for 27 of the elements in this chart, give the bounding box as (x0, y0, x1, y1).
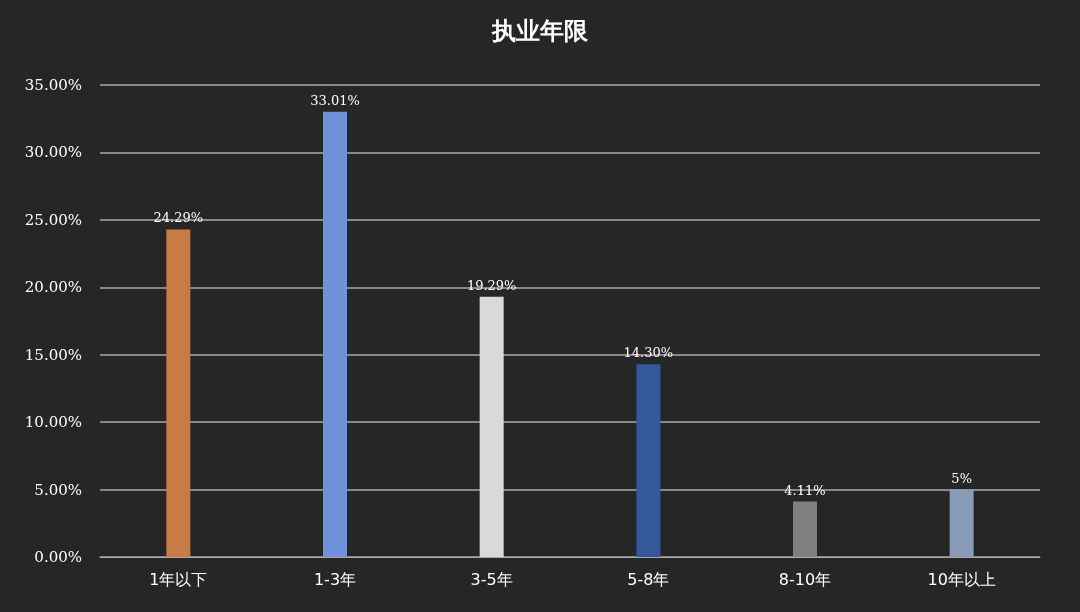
y-tick-label: 20.00% (24, 278, 82, 297)
x-tick-label: 5-8年 (627, 569, 670, 589)
y-tick-label: 25.00% (24, 210, 82, 229)
data-label: 24.29% (153, 210, 204, 226)
x-tick-label: 1年以下 (149, 569, 208, 589)
bar (323, 111, 347, 557)
y-tick-label: 30.00% (24, 143, 82, 162)
bar (949, 489, 974, 557)
data-label: 5% (951, 470, 972, 486)
y-tick-label: 35.00% (24, 76, 82, 94)
x-tick-label: 3-5年 (470, 569, 513, 589)
data-label: 14.30% (623, 345, 674, 361)
bar (636, 364, 661, 557)
bar (793, 501, 817, 557)
data-label: 4.11% (784, 482, 826, 498)
y-tick-label: 15.00% (24, 345, 82, 364)
x-tick-label: 1-3年 (313, 569, 357, 589)
bar (166, 229, 191, 557)
data-label: 33.01% (310, 92, 360, 108)
bar (479, 296, 504, 557)
y-tick-label: 5.00% (34, 480, 82, 499)
y-tick-label: 0.00% (34, 548, 82, 566)
x-tick-label: 10年以上 (927, 569, 996, 589)
x-tick-label: 8-10年 (778, 569, 832, 589)
data-label: 19.29% (466, 277, 517, 293)
y-tick-label: 10.00% (24, 413, 82, 432)
chart-title: 执业年限 (491, 17, 589, 45)
